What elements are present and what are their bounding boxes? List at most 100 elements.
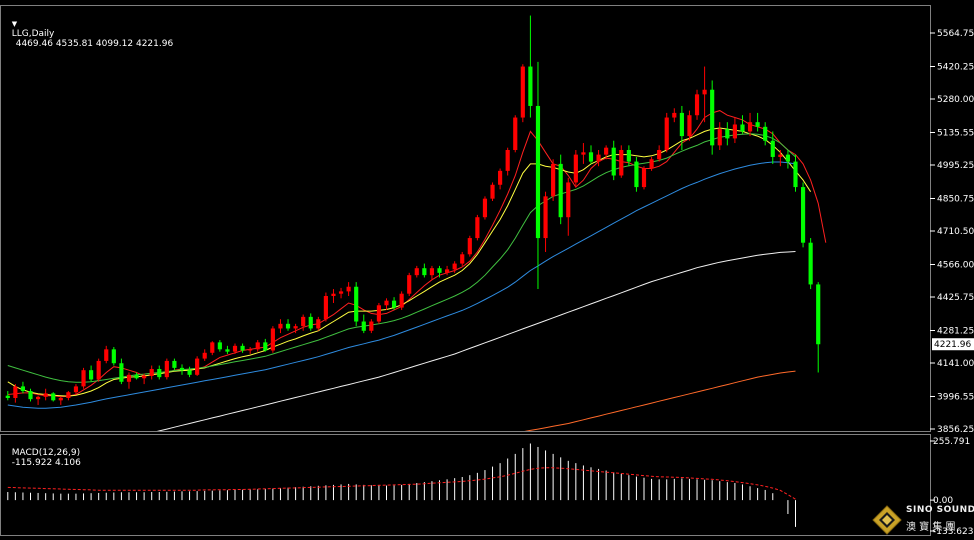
candle[interactable] xyxy=(28,388,33,402)
candle[interactable] xyxy=(816,282,821,373)
candle[interactable] xyxy=(157,365,162,380)
candle[interactable] xyxy=(785,149,790,169)
candle[interactable] xyxy=(800,182,806,248)
candle[interactable] xyxy=(725,122,730,146)
candle[interactable] xyxy=(694,89,700,120)
candle[interactable] xyxy=(551,159,556,201)
candle[interactable] xyxy=(316,316,321,331)
candle[interactable] xyxy=(51,392,56,402)
candle[interactable] xyxy=(81,367,86,389)
candle[interactable] xyxy=(58,396,63,405)
candle[interactable] xyxy=(210,341,215,356)
candle[interactable] xyxy=(596,149,601,167)
candle[interactable] xyxy=(263,338,268,352)
candle[interactable] xyxy=(119,358,124,385)
candle[interactable] xyxy=(248,347,253,354)
candle[interactable] xyxy=(498,168,503,190)
candle[interactable] xyxy=(361,314,366,334)
candle[interactable] xyxy=(626,145,631,167)
candle[interactable] xyxy=(331,289,336,303)
candle[interactable] xyxy=(179,364,185,375)
candle[interactable] xyxy=(5,391,10,401)
candle[interactable] xyxy=(710,80,715,155)
macd-plot-area[interactable] xyxy=(7,443,796,527)
candle[interactable] xyxy=(240,343,245,353)
candle[interactable] xyxy=(270,326,275,353)
candle[interactable] xyxy=(581,143,586,164)
candle[interactable] xyxy=(429,265,435,280)
candle[interactable] xyxy=(308,313,313,331)
candle[interactable] xyxy=(482,196,488,220)
candle[interactable] xyxy=(566,177,571,236)
candle[interactable] xyxy=(187,366,192,378)
candle[interactable] xyxy=(452,261,457,273)
candle[interactable] xyxy=(543,191,548,252)
candle[interactable] xyxy=(687,110,692,141)
candle[interactable] xyxy=(73,384,79,395)
candle[interactable] xyxy=(732,117,737,144)
candle[interactable] xyxy=(142,373,147,385)
candle[interactable] xyxy=(369,319,374,334)
candle[interactable] xyxy=(475,214,480,241)
candle[interactable] xyxy=(460,251,465,266)
candle[interactable] xyxy=(346,282,351,297)
candle[interactable] xyxy=(702,66,707,123)
candle[interactable] xyxy=(126,372,132,389)
candle[interactable] xyxy=(293,323,298,334)
price-plot-area[interactable] xyxy=(5,15,827,512)
candle[interactable] xyxy=(391,297,397,310)
candle[interactable] xyxy=(664,112,669,153)
candle[interactable] xyxy=(634,156,639,192)
candle[interactable] xyxy=(217,340,222,352)
candle[interactable] xyxy=(808,238,813,290)
candle[interactable] xyxy=(164,358,169,380)
candle[interactable] xyxy=(778,149,783,167)
candle[interactable] xyxy=(747,112,753,137)
candle[interactable] xyxy=(611,140,616,181)
candle[interactable] xyxy=(490,182,495,201)
candle[interactable] xyxy=(232,343,238,354)
candle[interactable] xyxy=(422,263,427,278)
candle[interactable] xyxy=(414,265,419,278)
candle[interactable] xyxy=(558,154,563,225)
candle[interactable] xyxy=(285,319,291,331)
candle[interactable] xyxy=(376,302,381,324)
candle[interactable] xyxy=(384,298,389,310)
candle[interactable] xyxy=(513,115,518,153)
symbol-menu-arrow-icon[interactable]: ▼ xyxy=(11,20,18,28)
candle[interactable] xyxy=(36,395,41,405)
candle[interactable] xyxy=(172,358,177,371)
candle[interactable] xyxy=(111,347,116,366)
candle[interactable] xyxy=(66,391,71,401)
candle[interactable] xyxy=(641,166,647,190)
candle[interactable] xyxy=(149,365,154,380)
candle[interactable] xyxy=(657,145,662,162)
candle[interactable] xyxy=(467,235,472,257)
candle[interactable] xyxy=(528,15,533,118)
candle[interactable] xyxy=(717,122,722,150)
candle[interactable] xyxy=(535,61,541,290)
candle[interactable] xyxy=(202,349,207,361)
candle[interactable] xyxy=(104,345,109,364)
candle[interactable] xyxy=(740,115,745,134)
candle[interactable] xyxy=(437,265,442,278)
candle[interactable] xyxy=(573,149,578,188)
candle[interactable] xyxy=(619,145,624,178)
candle[interactable] xyxy=(505,147,510,176)
candle[interactable] xyxy=(354,282,359,327)
candle[interactable] xyxy=(323,292,328,322)
candle[interactable] xyxy=(278,319,283,334)
candle[interactable] xyxy=(755,112,760,132)
candle[interactable] xyxy=(134,372,139,380)
candle[interactable] xyxy=(588,145,594,164)
candle[interactable] xyxy=(225,345,230,354)
candle[interactable] xyxy=(763,122,768,146)
candle[interactable] xyxy=(96,358,101,382)
candle[interactable] xyxy=(649,156,654,171)
candle[interactable] xyxy=(672,108,677,123)
candle[interactable] xyxy=(301,314,306,331)
candle[interactable] xyxy=(20,381,26,394)
candle[interactable] xyxy=(679,105,684,150)
candle[interactable] xyxy=(793,154,798,192)
